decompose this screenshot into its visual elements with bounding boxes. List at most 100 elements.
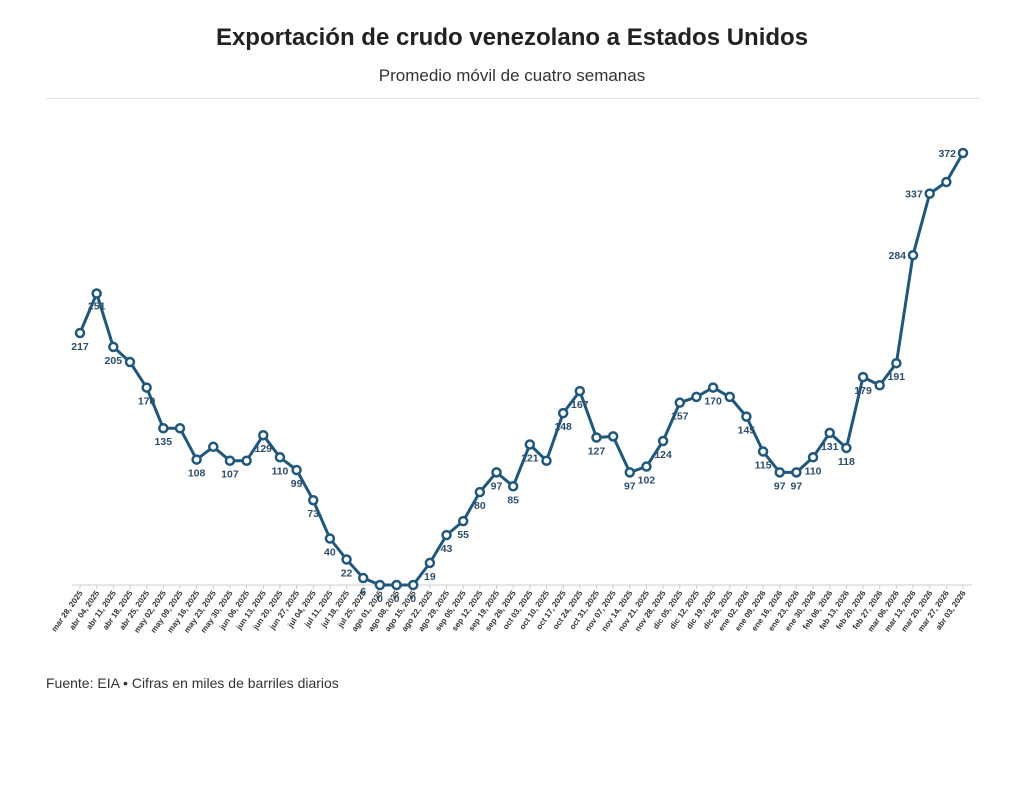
data-label: 110 <box>271 465 288 477</box>
data-point <box>491 467 502 478</box>
data-label: 85 <box>507 494 519 506</box>
data-label: 170 <box>704 396 722 408</box>
chart-title: Exportación de crudo venezolano a Estado… <box>215 24 809 51</box>
data-label: 191 <box>888 371 906 383</box>
data-label: 121 <box>521 452 539 464</box>
data-point <box>224 455 236 466</box>
data-label: 97 <box>774 480 786 492</box>
source-note: Fuente: EIA • Cifras en miles de barrile… <box>46 675 339 691</box>
data-point <box>474 486 486 498</box>
data-label: 118 <box>838 456 855 468</box>
chart-subtitle: Promedio móvil de cuatro semanas <box>378 66 646 85</box>
data-point <box>141 382 152 393</box>
data-label: 170 <box>138 396 156 408</box>
data-point <box>374 579 386 591</box>
data-point <box>407 579 419 591</box>
data-point <box>841 442 852 454</box>
data-label: 337 <box>905 189 923 201</box>
data-label: 73 <box>307 508 319 520</box>
data-point <box>174 422 186 434</box>
data-point <box>124 356 136 368</box>
data-point <box>441 529 452 541</box>
data-point <box>657 435 669 447</box>
data-point <box>957 147 969 159</box>
data-point <box>907 249 919 261</box>
data-label: 97 <box>791 480 803 492</box>
data-label: 43 <box>441 543 453 555</box>
data-point <box>424 557 436 569</box>
data-label: 6 <box>360 586 366 598</box>
data-label: 0 <box>377 593 383 605</box>
data-label: 40 <box>324 547 336 559</box>
data-point <box>158 422 169 434</box>
data-label: 97 <box>491 480 503 492</box>
data-point <box>807 452 819 463</box>
data-label: 148 <box>554 421 572 433</box>
data-point <box>357 572 369 584</box>
data-label: 372 <box>938 148 956 160</box>
data-label: 251 <box>88 301 106 313</box>
data-point <box>241 455 252 466</box>
data-point <box>641 461 652 472</box>
data-label: 167 <box>571 399 589 411</box>
data-point <box>574 385 586 397</box>
data-point <box>741 411 752 422</box>
data-label: 217 <box>71 341 89 353</box>
data-label: 179 <box>854 385 872 397</box>
data-label: 0 <box>410 593 416 605</box>
data-label: 124 <box>654 449 672 461</box>
data-label: 0 <box>394 593 400 605</box>
data-label: 19 <box>424 571 436 583</box>
data-point <box>941 176 952 188</box>
data-point <box>258 429 269 441</box>
data-point <box>924 188 935 199</box>
data-point <box>624 467 636 478</box>
data-point <box>541 455 552 466</box>
data-point <box>791 467 802 478</box>
data-point <box>341 554 352 565</box>
data-label: 145 <box>738 425 756 437</box>
data-label: 80 <box>474 500 486 512</box>
data-label: 99 <box>291 478 303 490</box>
data-point <box>507 481 519 492</box>
data-label: 107 <box>221 469 239 481</box>
data-label: 115 <box>755 459 772 471</box>
data-label: 127 <box>588 446 606 458</box>
data-point <box>291 464 302 476</box>
data-point <box>607 431 619 442</box>
series-line <box>78 152 965 587</box>
data-label: 131 <box>821 441 839 453</box>
data-label: 22 <box>341 567 353 579</box>
data-point <box>757 446 769 457</box>
data-point <box>857 371 869 383</box>
data-point <box>557 407 569 419</box>
data-point <box>74 327 86 339</box>
data-point <box>891 357 902 369</box>
data-point <box>874 380 885 391</box>
data-label: 110 <box>805 465 822 477</box>
data-label: 108 <box>188 468 206 480</box>
data-point <box>307 494 319 506</box>
data-point <box>524 439 536 450</box>
data-point <box>824 427 835 439</box>
data-label: 129 <box>254 443 272 455</box>
data-label: 102 <box>638 475 656 487</box>
data-point <box>274 452 286 463</box>
data-point <box>707 382 719 393</box>
data-point <box>191 454 202 465</box>
header-divider <box>46 98 980 99</box>
data-label: 135 <box>155 436 173 448</box>
data-label: 55 <box>457 529 469 541</box>
data-point <box>391 579 402 591</box>
data-point <box>724 391 736 403</box>
data-label: 157 <box>671 411 689 423</box>
data-point <box>691 391 702 403</box>
data-point <box>674 397 686 408</box>
data-point <box>774 467 785 478</box>
data-label: 284 <box>888 250 906 262</box>
data-label: 97 <box>624 480 636 492</box>
data-point <box>324 533 336 544</box>
